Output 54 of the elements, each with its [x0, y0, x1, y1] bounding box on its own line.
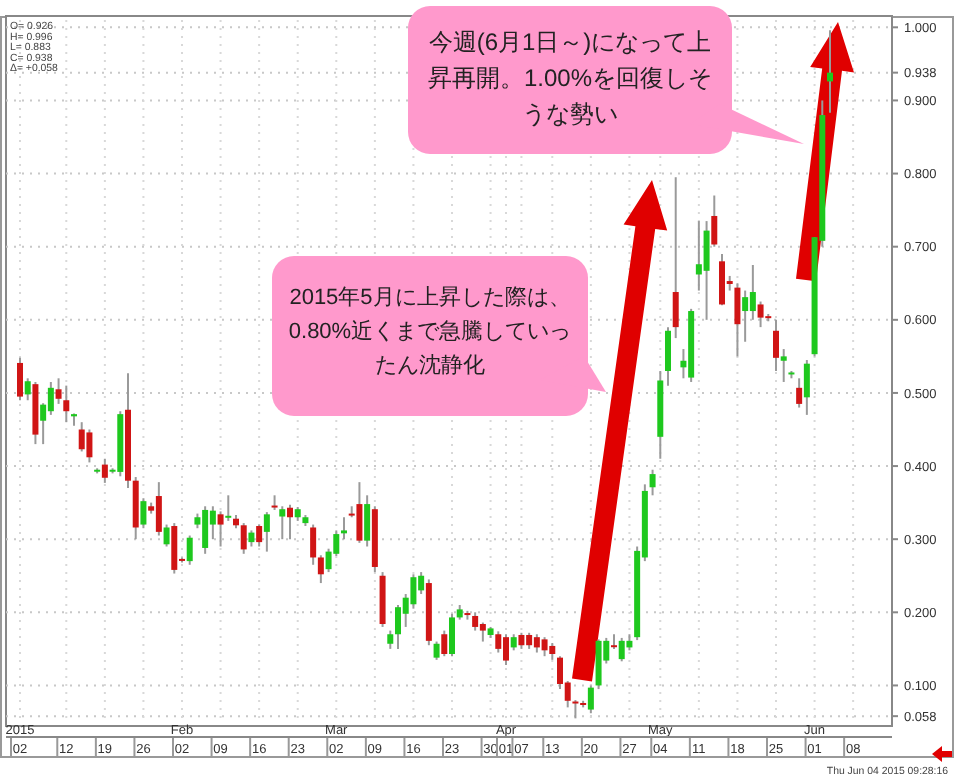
annotation: 今週(6月1日～)になって上昇再開。1.00%を回復しそうな勢い: [427, 28, 713, 128]
candlestick: [541, 636, 548, 658]
candlestick: [356, 481, 363, 544]
candlestick: [225, 494, 232, 522]
candlestick: [719, 253, 725, 307]
candlestick: [757, 300, 764, 329]
candlestick: [17, 356, 23, 402]
candlestick: [533, 633, 540, 654]
candlestick: [827, 29, 833, 114]
candlestick: [240, 522, 247, 555]
candlestick: [695, 220, 702, 292]
candlestick: [186, 534, 193, 566]
candlestick: [287, 503, 293, 541]
candlestick: [209, 505, 216, 541]
candlestick: [803, 359, 810, 416]
candlestick: [341, 516, 347, 541]
candlestick: [665, 326, 671, 387]
candlestick: [479, 621, 486, 643]
candlestick: [364, 494, 371, 548]
candlestick: [101, 457, 108, 484]
candlestick: [63, 384, 70, 424]
candlestick: [310, 523, 317, 566]
candlestick: [132, 476, 139, 541]
candlestick: [773, 318, 779, 372]
candlestick: [449, 612, 455, 658]
candlestick: [263, 511, 270, 553]
candlestick: [780, 348, 787, 383]
candlestick: [734, 282, 741, 358]
candlestick: [155, 481, 162, 537]
candlestick: [749, 263, 756, 321]
candlestick: [611, 633, 617, 650]
candlestick: [742, 289, 749, 343]
candlestick: [472, 611, 479, 632]
candlestick: [163, 523, 170, 548]
annotation: 2015年5月に上昇した際は、0.80%近くまで急騰していったん沈静化: [288, 284, 572, 378]
candlestick: [256, 523, 263, 548]
candlestick: [317, 554, 324, 585]
candlestick: [418, 571, 425, 596]
candlestick: [672, 176, 679, 340]
candlestick: [587, 684, 594, 715]
candlestick: [503, 633, 509, 666]
candlestick: [595, 638, 602, 691]
candlestick: [171, 522, 178, 575]
candlestick: [796, 377, 803, 409]
candlestick: [495, 630, 502, 654]
candlestick: [618, 636, 625, 663]
candlestick: [202, 505, 209, 555]
candlestick: [395, 604, 401, 650]
candlestick: [140, 497, 147, 530]
candlestick: [47, 380, 54, 416]
candlestick: [387, 629, 394, 650]
candlestick: [441, 629, 448, 658]
candlestick: [649, 468, 656, 497]
candlestick: [86, 428, 93, 464]
